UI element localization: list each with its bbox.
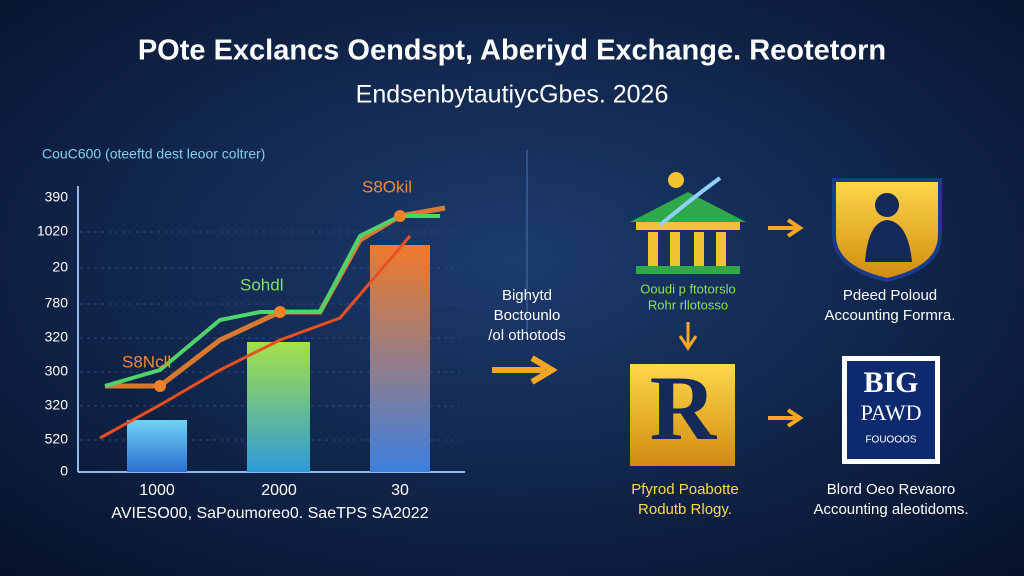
annotation: Sohdl [240, 275, 283, 294]
point [274, 306, 286, 318]
node-text: Blord Oeo Revaoro [827, 481, 955, 498]
y-label: 520 [45, 431, 69, 447]
y-label: 300 [45, 363, 69, 379]
shield-icon [832, 178, 942, 283]
y-label: 320 [45, 329, 69, 345]
line [104, 214, 440, 388]
arrow [492, 355, 558, 385]
node-text: Pfyrod Poabotte [631, 481, 739, 498]
y-label: 1020 [37, 223, 68, 239]
y-label: 320 [45, 397, 69, 413]
y-labels: 390 1020 20 780 320 300 320 520 0 [37, 189, 68, 479]
arrow [768, 218, 804, 238]
r-logo: R [630, 357, 735, 466]
x-label: 2000 [261, 482, 297, 499]
x-label: 30 [391, 482, 409, 499]
x-label: 1000 [139, 482, 175, 499]
node-text: Ooudi p ftotorslo [640, 281, 735, 296]
y-label: 20 [52, 259, 68, 275]
middle-text: /ol othotods [488, 327, 566, 344]
bar [127, 420, 187, 472]
bar [247, 342, 310, 472]
arrow [768, 408, 804, 428]
annotation: S8Okil [362, 177, 412, 196]
y-label: 390 [45, 189, 69, 205]
node-text: Accounting aleotidoms. [813, 501, 968, 518]
chart-caption: CouC600 (oteeftd dest leoor coltrer) [42, 146, 265, 162]
node-text: Rohr rllotosso [648, 297, 728, 312]
bank-icon [630, 172, 746, 274]
chart-footer: AVIESO00, SaPoumoreo0. SaeTPS SA2022 [111, 505, 428, 522]
logo-text: PAWD [861, 400, 922, 425]
title: POte Exclancs Oendspt, Aberiyd Exchange.… [138, 35, 886, 67]
node-text: Pdeed Poloud [843, 287, 937, 304]
middle-text: Bighytd [502, 287, 552, 304]
y-label: 0 [60, 463, 68, 479]
logo-text: FOUOOOS [865, 435, 916, 446]
line [99, 235, 412, 440]
logo-text: BIG [863, 366, 918, 399]
middle-text: Boctounlo [494, 307, 561, 324]
point [154, 380, 166, 392]
node-text: Accounting Formra. [825, 307, 956, 324]
logo-inner [847, 361, 935, 459]
subtitle: EndsenbytautiycGbes. 2026 [356, 81, 669, 109]
arrow [678, 322, 698, 351]
point [394, 210, 406, 222]
bar [370, 245, 430, 472]
node-text: Rodutb Rlogy. [638, 501, 732, 518]
svg-text:R: R [650, 357, 718, 459]
y-label: 780 [45, 295, 69, 311]
annotation: S8Ncll [122, 352, 171, 371]
